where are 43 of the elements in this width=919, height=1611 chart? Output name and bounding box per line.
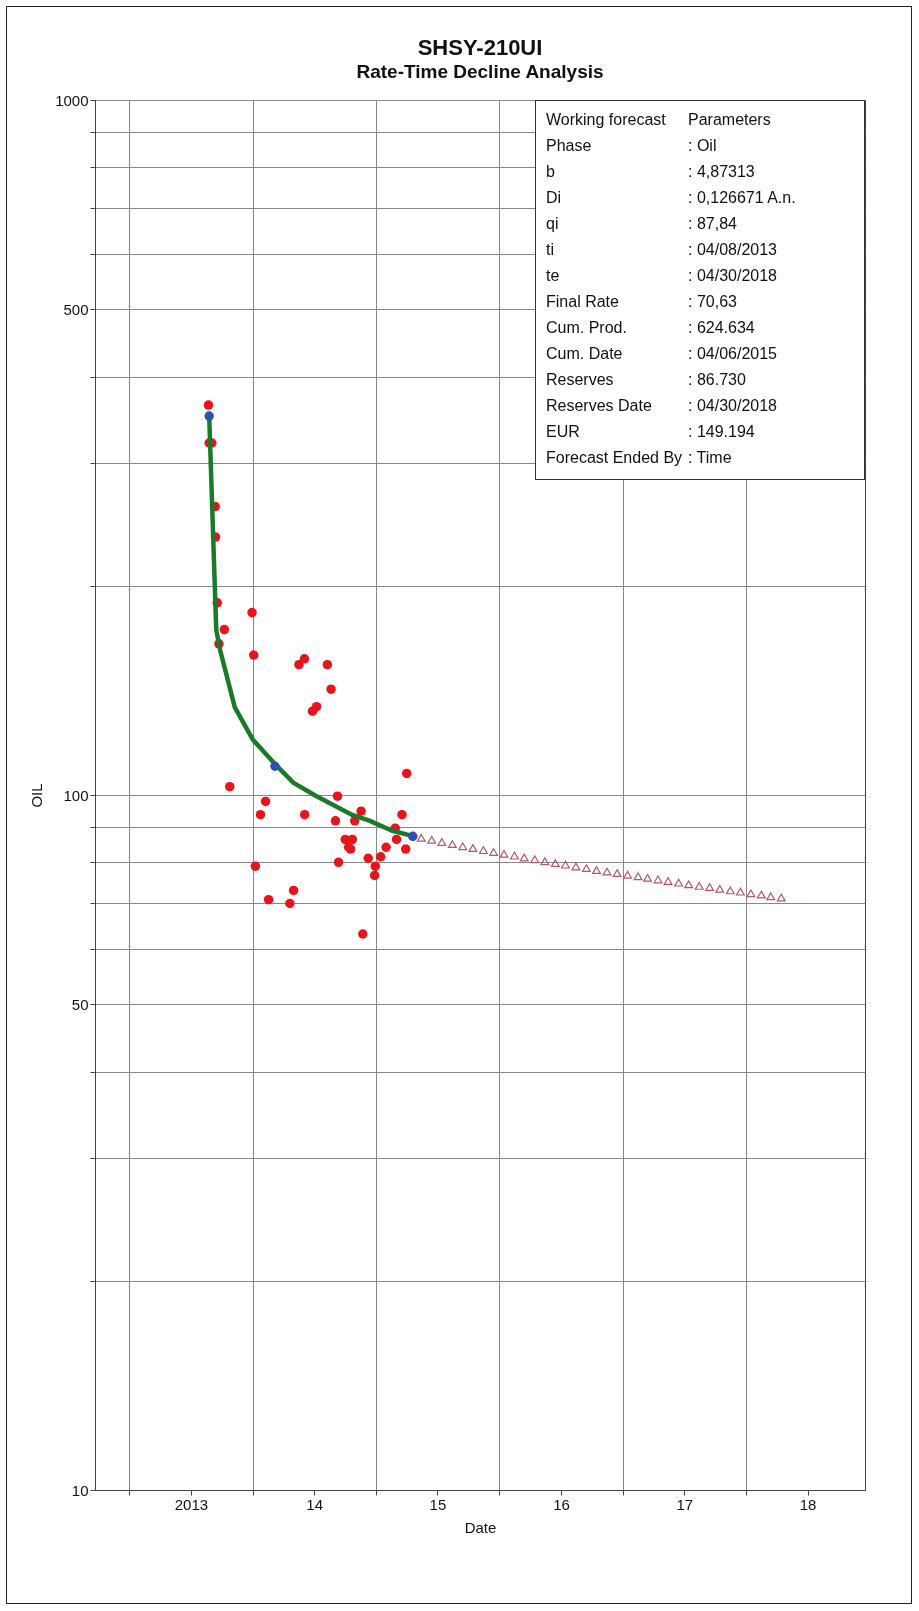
annotation: Phase — [546, 136, 592, 156]
annotation: Reserves Date — [546, 396, 652, 416]
y-axis-title: OIL — [28, 783, 46, 808]
y-tick-label: 50 — [71, 995, 89, 1013]
y-tick-label: 100 — [63, 786, 89, 804]
annotation: : 87,84 — [688, 214, 737, 234]
annotation: : 04/30/2018 — [688, 396, 777, 416]
chart-title: SHSY-210UI — [417, 35, 543, 60]
annotation: : 04/06/2015 — [688, 344, 777, 364]
y-tick-label: 10 — [71, 1481, 89, 1499]
annotation: Cum. Prod. — [546, 318, 627, 338]
annotation: ti — [546, 240, 554, 260]
annotation: Cum. Date — [546, 344, 623, 364]
annotation: : 86.730 — [688, 370, 746, 390]
annotation: : 04/08/2013 — [688, 240, 777, 260]
x-tick-label: 18 — [799, 1495, 817, 1513]
y-tick-label: 500 — [63, 300, 89, 318]
annotation: Final Rate — [546, 292, 619, 312]
y-tick-label: 1000 — [55, 91, 89, 109]
annotation: Forecast Ended By — [546, 448, 683, 468]
annotation: : 624.634 — [688, 318, 755, 338]
annotation: : 0,126671 A.n. — [688, 188, 796, 208]
annotation: : Time — [688, 448, 732, 468]
annotation: Di — [546, 188, 562, 208]
x-tick-label: 16 — [553, 1495, 570, 1513]
annotation: EUR — [546, 422, 580, 442]
x-tick-label: 17 — [676, 1495, 694, 1513]
annotation: : 04/30/2018 — [688, 266, 777, 286]
annotation: qi — [546, 214, 559, 234]
x-axis-title: Date — [464, 1518, 497, 1536]
x-tick-label: 15 — [429, 1495, 447, 1513]
annotation: b — [546, 162, 555, 182]
annotation: : 70,63 — [688, 292, 737, 312]
x-tick-label: 2013 — [174, 1495, 209, 1513]
annotation: Parameters — [688, 110, 771, 130]
annotation: Reserves — [546, 370, 614, 390]
annotation: Working forecast — [546, 110, 666, 130]
chart-subtitle: Rate-Time Decline Analysis — [356, 61, 604, 82]
annotation: : Oil — [688, 136, 717, 156]
x-tick-label: 14 — [306, 1495, 324, 1513]
annotation: te — [546, 266, 560, 286]
annotation: : 4,87313 — [688, 162, 755, 182]
annotation: : 149.194 — [688, 422, 755, 442]
